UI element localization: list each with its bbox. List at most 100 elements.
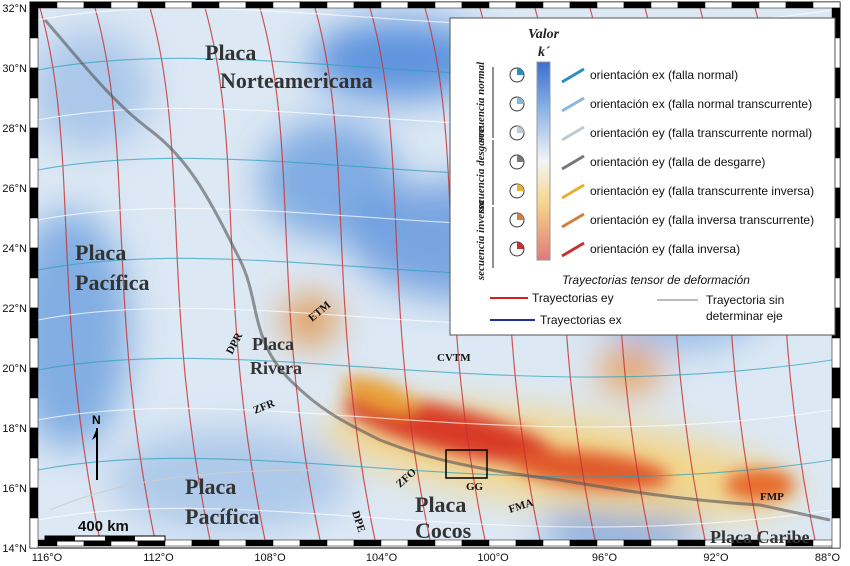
legend-item: orientación ey (falla transcurrente norm… [590,126,812,140]
place-label: Placa [75,240,126,265]
orientation-symbol [561,96,585,113]
place-labels: Placa Norteamericana Placa Pacífica Plac… [75,40,809,547]
frame-segment [596,539,625,547]
frame-segment [272,1,301,9]
frame-segment [137,1,166,9]
orientation-symbol [561,212,585,229]
frame-segment [407,1,436,9]
frame-segment [164,539,193,547]
place-label: Placa Caribe [710,527,809,547]
frame-segment [29,67,39,99]
frame-segment [831,427,841,459]
scale-label: 400 km [78,518,129,535]
frame-segment [380,1,409,9]
frame-segment [677,539,706,547]
ex-trajectory [38,457,832,478]
orientation-symbol [561,154,585,171]
frame-segment [326,1,355,9]
frame-segment [488,539,517,547]
frame-segment [326,539,355,547]
mechanism-icon [517,126,524,133]
ex-trajectory [38,507,832,528]
frame-segment [29,487,39,519]
lat-label: 22°N [2,303,27,315]
place-label: Cocos [415,518,472,543]
legend-item: orientación ex (falla normal transcurren… [590,97,812,111]
place-label: Pacífica [75,270,150,295]
frame-segment [29,7,39,39]
frame-segment [515,539,544,547]
lon-label: 100°O [477,552,509,564]
trajectory-label: Trayectoria sin [706,293,784,307]
frame-segment [831,487,841,519]
mechanism-icon [517,97,524,104]
frame-segment [542,539,571,547]
frame-segment [29,247,39,279]
trajectory-title: Trayectorias tensor de deformación [562,273,750,287]
frame-segment [29,457,39,489]
mechanism-icon [517,213,524,220]
frame-segment [831,337,841,369]
ey-trajectory [259,8,321,540]
feature-label: GG [466,481,484,493]
trajectory-label: determinar eje [706,309,783,323]
place-label: Placa [205,40,256,65]
lon-label: 112°O [143,552,174,564]
frame-segment [29,427,39,459]
frame-segment [831,457,841,489]
ey-trajectory [314,8,376,540]
legend: Valor k´ secuencia normal secuencia desg… [449,17,836,336]
frame-segment [29,97,39,129]
frame-segment [29,187,39,219]
orientation-symbol [561,241,585,258]
legend-item: orientación ex (falla normal) [590,68,738,82]
scale-bar: 400 km [44,518,166,542]
frame-segment [29,397,39,429]
frame-segment [623,539,652,547]
mechanism-icon [517,184,524,191]
coastline [43,19,831,522]
north-label: N [92,413,101,427]
frame-segment [353,1,382,9]
legend-item: orientación ey (falla inversa) [590,242,740,256]
frame-segment [785,1,814,9]
frame-segment [29,277,39,309]
frame-segment [515,1,544,9]
feature-label: CVTM [437,352,471,364]
frame-segment [380,539,409,547]
lat-label: 24°N [2,243,27,255]
frame-segment [299,539,328,547]
frame-segment [488,1,517,9]
frame-segment [731,1,760,9]
lat-label: 14°N [2,543,27,555]
north-arrow: N [92,413,101,480]
group-label: secuencia desgarre [475,127,487,215]
lon-label: 88°O [815,552,841,564]
lat-label: 20°N [2,363,27,375]
frame-segment [623,1,652,9]
frame-segment [569,1,598,9]
place-label: Pacífica [185,504,260,529]
frame-segment [191,539,220,547]
lat-label: 28°N [2,123,27,135]
frame-segment [245,539,274,547]
lat-label: 32°N [2,3,27,15]
color-bar [536,61,551,261]
legend-title: Valor [528,27,560,42]
frame-segment [29,127,39,159]
group-label: secuencia inversa [475,199,487,281]
orientation-symbol [561,183,585,200]
frame-segment [461,1,490,9]
frame-segment [542,1,571,9]
place-label: Norteamericana [220,68,373,93]
place-label: Placa [185,474,236,499]
orientation-symbol [561,125,585,142]
study-box [445,449,488,479]
ex-trajectory [38,407,832,428]
frame-segment [831,367,841,399]
lon-label: 108°O [254,552,286,564]
legend-item: orientación ey (falla inversa transcurre… [590,213,814,227]
frame-segment [596,1,625,9]
frame-segment [704,1,733,9]
